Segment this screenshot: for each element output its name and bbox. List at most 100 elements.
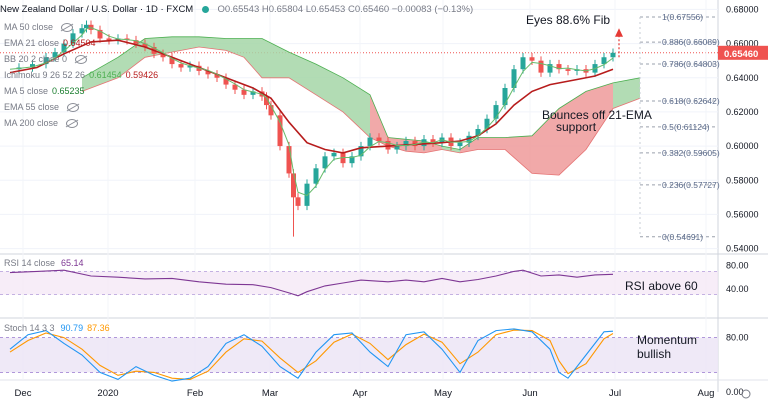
candle-body (30, 64, 35, 68)
candle-body (565, 69, 571, 71)
price-tick-label: 0.56000 (726, 209, 759, 219)
fib-level-label: 0.618(0.62642) (662, 96, 720, 106)
hidden-eye-icon (75, 54, 88, 64)
cloud-segment (226, 38, 244, 58)
legend-ema21[interactable]: EMA 21 close 0.64504 (4, 36, 96, 50)
annotations: Eyes 88.6% Fib Bounces off 21-EMA suppor… (526, 13, 698, 361)
candle-body (106, 38, 112, 41)
candle-body (331, 152, 337, 157)
price-tick-label: 0.62000 (726, 107, 759, 117)
candle-body (291, 173, 296, 198)
candle-body (313, 168, 319, 184)
price-tick-label: 0.68000 (726, 4, 759, 14)
candle-body (169, 57, 175, 65)
fib-level-label: 1(0.67556) (662, 12, 703, 22)
time-tick-label: Jun (522, 388, 537, 399)
stoch-axis-label: 0.00 (726, 387, 744, 397)
price-axis[interactable]: 0.68000 0.66000 0.64000 0.62000 0.60000 0.580… (718, 4, 768, 397)
moving-averages (9, 27, 614, 197)
candle-body (403, 140, 409, 147)
candle-body (250, 91, 256, 95)
rsi-line (9, 269, 614, 297)
fibonacci-levels: 1(0.67556) 0.886(0.66089) 0.786(0.64803) 0.… (639, 12, 720, 242)
candle-body (304, 183, 310, 206)
price-tick-label: 0.66000 (726, 39, 759, 49)
rsi-legend: RSI 14 close 65.14 (4, 258, 84, 268)
annotation-fib-target: Eyes 88.6% Fib (526, 13, 610, 27)
candle-body (264, 96, 269, 106)
candle-body (142, 43, 148, 47)
cloud-segment (82, 57, 118, 92)
candle-body (520, 57, 526, 70)
candle-body (70, 33, 76, 44)
candle-body (394, 146, 400, 150)
legend-ma5[interactable]: MA 5 close 0.65235 (4, 84, 85, 98)
candle-body (322, 156, 328, 169)
cloud-segment (478, 137, 505, 150)
candle-body (286, 146, 292, 174)
candle-body (493, 105, 499, 119)
annotation-rsi-note: RSI above 60 (625, 279, 698, 293)
candle-body (421, 139, 427, 147)
candle-body (160, 53, 166, 58)
fib-level-label: 0.236(0.57727) (662, 180, 720, 190)
price-tick-label: 0.64000 (726, 73, 759, 83)
annotation-stoch-note-line1: Momentum (637, 333, 697, 347)
candle-body (205, 70, 211, 75)
arrow-head (615, 28, 623, 37)
candle-body (187, 65, 193, 68)
stoch-band (0, 337, 718, 373)
cloud-segment (244, 38, 262, 78)
legend-value: 0.64504 (63, 38, 96, 48)
legend-ma50[interactable]: MA 50 close (4, 20, 74, 34)
fib-level-label: 0.382(0.59605) (662, 148, 720, 158)
legend-ma200[interactable]: MA 200 close (4, 116, 79, 130)
annotation-ema-bounce-line1: Bounces off 21-EMA (542, 108, 652, 122)
pane-legends: RSI 14 close 65.14 Stoch 14 3 3 90.79 87.36 (4, 258, 110, 333)
candle-body (84, 24, 89, 29)
candle-body (430, 139, 436, 143)
cloud-segment (586, 82, 613, 150)
candle-body (133, 40, 139, 44)
candle-body (475, 129, 481, 136)
price-tick-label: 0.60000 (726, 141, 759, 151)
last-price-tag (718, 45, 768, 60)
time-tick-label: Mar (262, 388, 278, 399)
stoch-legend: Stoch 14 3 3 90.79 87.36 (4, 323, 110, 333)
candle-body (268, 105, 274, 116)
candle-body (358, 146, 364, 157)
legend-ema55[interactable]: EMA 55 close (4, 100, 80, 114)
time-tick-label: Apr (353, 388, 368, 399)
candle-body (457, 142, 463, 147)
price-grid (0, 0, 768, 392)
candle-body (349, 156, 355, 164)
candle-body (376, 137, 382, 141)
candle-body (340, 152, 346, 164)
candle-body (610, 52, 616, 58)
candle-body (385, 140, 391, 150)
cloud-segment (289, 52, 316, 95)
candle-body (223, 77, 229, 85)
cloud-segment (343, 77, 370, 138)
target-arrow-icon (615, 28, 623, 58)
cloud-segment (118, 38, 145, 78)
legend-label: BB 20 2 close 0 (4, 54, 68, 64)
candle-body (52, 52, 58, 58)
candle-body (529, 57, 535, 61)
legend-label: MA 5 close (4, 86, 49, 96)
price-tick-label: 0.54000 (726, 244, 759, 254)
candle-body (538, 60, 544, 73)
cloud-segment (559, 91, 586, 176)
candle-body (295, 197, 301, 206)
time-tick-label: Dec (15, 388, 32, 399)
ema21-line (9, 39, 614, 154)
symbol-title[interactable]: New Zealand Dollar / U.S. Dollar · 1D · … (0, 4, 194, 15)
candle-body (214, 74, 220, 78)
legend-bb[interactable]: BB 20 2 close 0 (4, 52, 88, 66)
ohlc-values: O0.65543 H0.65804 L0.65453 C0.65460 −0.0… (217, 4, 474, 15)
legend-value: 0.61454 (89, 70, 122, 80)
candle-body (502, 88, 508, 106)
time-axis[interactable]: Dec 2020 Feb Mar Apr May Jun Jul Aug (15, 388, 751, 399)
legend-ichimoku[interactable]: Ichimoku 9 26 52 26 0.61454 0.59426 (4, 68, 158, 82)
